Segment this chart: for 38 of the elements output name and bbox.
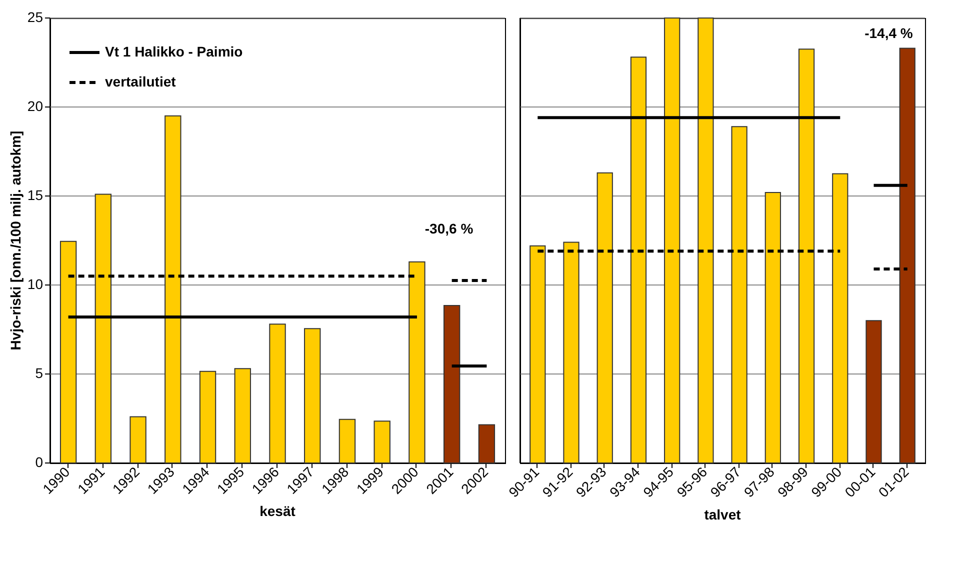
bar	[596, 172, 613, 464]
bar	[563, 242, 580, 464]
bar	[832, 173, 848, 464]
x-axis-title: kesät	[260, 502, 296, 519]
bar	[866, 320, 882, 464]
bar	[374, 420, 390, 464]
bar	[60, 240, 77, 464]
bar	[630, 56, 647, 464]
bar	[94, 194, 112, 464]
annotation: -30,6 %	[424, 220, 474, 237]
bar	[338, 418, 356, 464]
bar	[899, 48, 916, 464]
bar	[764, 192, 781, 464]
y-tick-label: 25	[27, 9, 44, 25]
bar	[478, 424, 496, 464]
x-axis-title: talvet	[704, 506, 742, 522]
bar	[664, 18, 680, 464]
annotation: -14,4 %	[864, 24, 914, 41]
bar	[164, 115, 182, 464]
bar	[798, 48, 815, 464]
bar	[304, 328, 321, 464]
y-tick-label: 20	[27, 98, 44, 114]
bar	[530, 245, 546, 464]
bar	[199, 370, 216, 464]
bar	[234, 368, 251, 464]
bar	[130, 416, 146, 464]
y-tick-label: 5	[35, 365, 44, 381]
y-tick-label: 15	[27, 187, 44, 203]
bar	[269, 324, 286, 464]
bar	[408, 261, 426, 464]
y-tick-label: 0	[35, 454, 44, 470]
legend-label: Vt 1 Halikko - Paimio	[105, 44, 243, 60]
bar	[698, 18, 714, 464]
y-axis-title: Hvjo-riski [onn./100 milj. autokm]	[7, 130, 24, 350]
y-tick-label: 10	[27, 276, 44, 292]
bar	[731, 126, 748, 464]
bar	[443, 304, 460, 464]
legend-label: vertailutiet	[105, 74, 176, 90]
